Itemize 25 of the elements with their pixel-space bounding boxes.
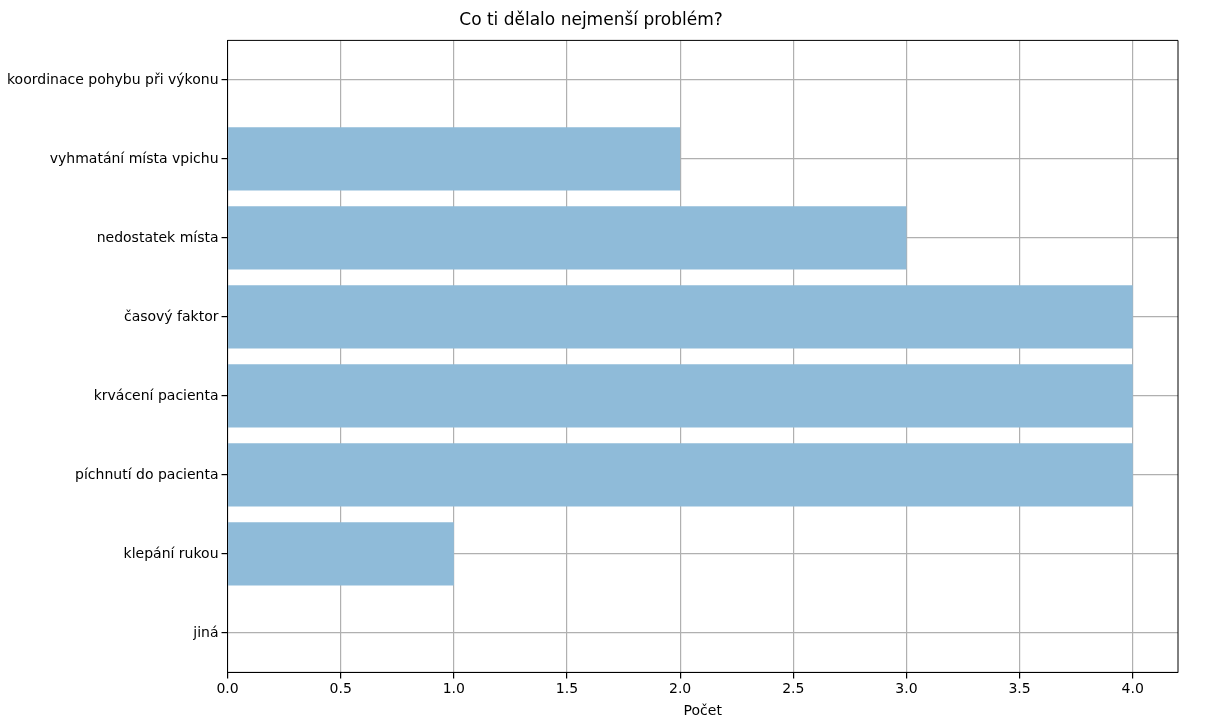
x-tick-label: 1.5 xyxy=(555,680,579,697)
chart-title: Co ti dělalo nejmenší problém? xyxy=(459,8,723,29)
y-tick-label: jiná xyxy=(192,623,219,640)
y-tick-label: klepání rukou xyxy=(123,544,219,561)
y-tick-label: časový faktor xyxy=(123,307,219,324)
x-tick-label: 1.0 xyxy=(442,680,465,697)
x-tick-label: 2.0 xyxy=(669,680,692,697)
x-axis-title: Počet xyxy=(683,702,723,719)
x-tick-label: 0.0 xyxy=(216,680,239,697)
x-tick-label: 0.5 xyxy=(329,680,352,697)
x-tick-label: 3.0 xyxy=(895,680,918,697)
y-tick-label: nedostatek místa xyxy=(96,228,219,245)
bar xyxy=(228,206,907,270)
y-tick-label: vyhmatání místa vpichu xyxy=(49,149,219,166)
bar xyxy=(228,522,454,586)
y-tick-label: krvácení pacienta xyxy=(93,386,219,403)
x-tick-label: 4.0 xyxy=(1121,680,1144,697)
y-tick-label: píchnutí do pacienta xyxy=(75,465,219,482)
bar xyxy=(228,127,681,191)
bar xyxy=(228,364,1133,428)
bar xyxy=(228,285,1133,349)
bar xyxy=(228,443,1133,507)
y-tick-label: koordinace pohybu při výkonu xyxy=(7,70,219,87)
x-tick-label: 2.5 xyxy=(782,680,805,697)
x-tick-label: 3.5 xyxy=(1008,680,1031,697)
